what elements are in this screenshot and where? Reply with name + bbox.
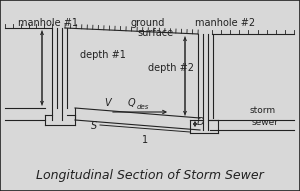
Text: des: des (137, 104, 149, 110)
Text: manhole #1: manhole #1 (18, 18, 78, 28)
Text: Q: Q (128, 98, 136, 108)
Text: S: S (91, 121, 97, 131)
Text: surface: surface (137, 28, 173, 38)
Text: V: V (105, 98, 111, 108)
Text: Longitudinal Section of Storm Sewer: Longitudinal Section of Storm Sewer (36, 168, 264, 181)
Text: ground: ground (131, 18, 165, 28)
Text: D: D (197, 117, 205, 127)
Text: depth #2: depth #2 (148, 63, 194, 73)
Text: 1: 1 (142, 135, 148, 145)
Text: sewer: sewer (252, 117, 279, 126)
Text: manhole #2: manhole #2 (195, 18, 255, 28)
Text: depth #1: depth #1 (80, 50, 126, 60)
Text: storm: storm (250, 105, 276, 114)
